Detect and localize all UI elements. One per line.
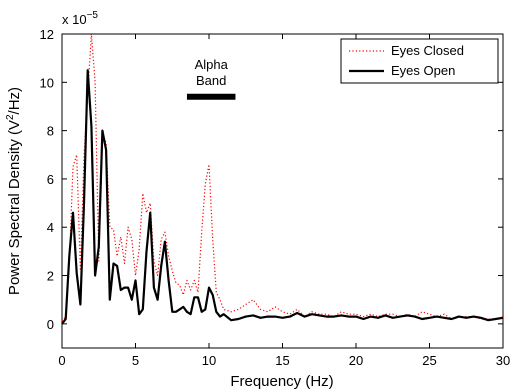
legend: Eyes Closed Eyes Open [340,38,499,84]
y-axis-title-unit-tail: /Hz) [6,87,23,115]
y-tick-label: 8 [47,124,54,139]
y-tick-label: 6 [47,172,54,187]
alpha-band-annotation: Alpha Band [186,57,236,100]
legend-label-eyes-open: Eyes Open [391,63,455,78]
y-multiplier-exponent: −5 [87,10,99,21]
y-tick-label: 10 [40,75,54,90]
alpha-band-label-line1: Alpha [195,57,229,72]
x-axis: 0 5 10 15 20 25 30 [58,34,510,368]
legend-box [340,38,499,84]
series-line-eyes-open [61,69,504,325]
y-axis-title: Power Spectral Density (V2/Hz) [5,87,23,295]
x-tick-label: 0 [58,353,65,368]
y-axis-title-exponent: 2 [5,114,16,120]
x-tick-label: 25 [422,353,436,368]
x-tick-label: 5 [132,353,139,368]
alpha-band-label-line2: Band [196,73,226,88]
x-tick-label: 15 [275,353,289,368]
y-tick-label: 0 [47,317,54,332]
legend-label-eyes-closed: Eyes Closed [391,43,464,58]
x-tick-label: 30 [496,353,510,368]
x-axis-title: Frequency (Hz) [230,373,333,390]
y-tick-label: 2 [47,269,54,284]
plot-area [61,33,504,349]
y-multiplier-label: x 10−5 [62,10,98,27]
x-tick-label: 10 [202,353,216,368]
y-tick-label: 12 [40,27,54,42]
series-layer [61,33,504,325]
y-tick-label: 4 [47,220,54,235]
y-axis: 0 2 4 6 8 10 12 [40,27,503,332]
x-tick-label: 20 [349,353,363,368]
